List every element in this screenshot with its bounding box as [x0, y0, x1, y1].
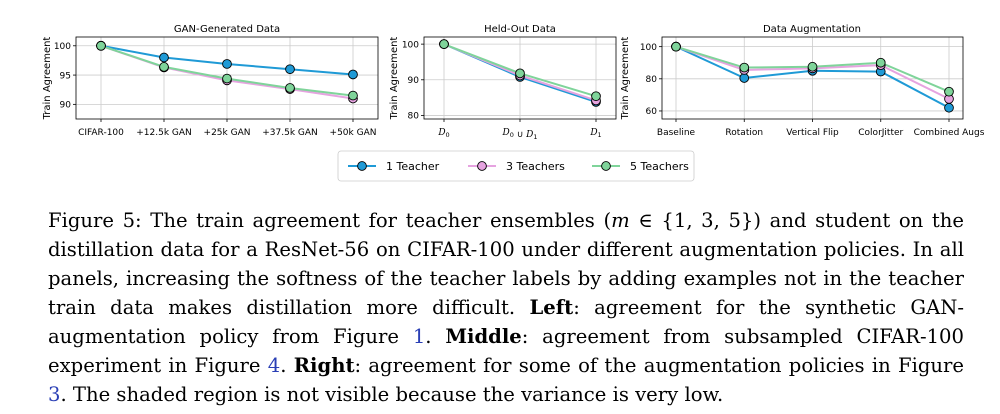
caption-left-end: . [425, 325, 446, 348]
data-point [159, 52, 169, 63]
data-point [96, 40, 106, 51]
caption-label: Figure 5: [48, 209, 142, 232]
data-point [944, 86, 954, 97]
x-tick-label: +12.5k GAN [136, 128, 192, 138]
data-point [222, 73, 232, 84]
legend: 1 Teacher 3 Teachers 5 Teachers [337, 150, 695, 182]
legend-marker [477, 161, 487, 171]
x-tick-label: +25k GAN [204, 128, 251, 138]
legend-marker [601, 161, 611, 171]
y-tick-label: 100 [640, 43, 657, 53]
x-tick-label: Rotation [725, 128, 763, 138]
data-point [348, 90, 358, 101]
x-tick-label: CIFAR-100 [78, 128, 124, 138]
caption-part2: ) and student on the distillation data f… [48, 209, 964, 319]
legend-label: 5 Teachers [630, 160, 689, 173]
x-tick-label: D0 [437, 128, 449, 139]
panel-title: GAN-Generated Data [174, 24, 280, 35]
x-tick-label: Baseline [657, 128, 696, 138]
y-tick-label: 100 [402, 40, 419, 50]
x-tick-label: Combined Augs [914, 128, 985, 138]
legend-box [337, 150, 695, 182]
caption-middle-text: : agreement from subsampled CIFAR-100 ex… [48, 325, 964, 377]
caption-math-var: m [611, 209, 630, 232]
data-point [439, 39, 449, 49]
caption-right-text: : agreement for some of the augmentation… [354, 354, 964, 377]
data-point [807, 61, 818, 72]
data-point [285, 83, 295, 93]
x-tick-label: Vertical Flip [786, 128, 839, 138]
figure-1-link[interactable]: 1 [412, 325, 426, 348]
x-tick-label: D1 [589, 128, 601, 139]
panel-3: 60 80 100 Baseline Rotation Vertical Flip Colo… [620, 24, 985, 138]
caption-right-end: . The shaded region is not visible becau… [60, 383, 724, 406]
x-tick-label: +37.5k GAN [262, 128, 318, 138]
caption-right-label: Right [293, 354, 355, 377]
panel-1: 90 95 100 CIFAR-100 +12.5k GAN +25k GAN +37.5k… [42, 24, 379, 138]
y-tick-label: 95 [60, 71, 71, 81]
y-tick-label: 80 [408, 112, 420, 122]
data-point [348, 69, 358, 80]
caption-left-label: Left [529, 296, 574, 319]
y-tick-label: 60 [646, 107, 658, 117]
caption-left-text: : agreement for the synthetic GAN-augmen… [48, 296, 964, 348]
panel-title: Held-Out Data [484, 24, 556, 35]
panel-title: Data Augmentation [763, 24, 861, 35]
data-point [285, 64, 295, 75]
data-point [875, 57, 886, 68]
caption-math-set: ∈ {1, 3, 5} [629, 209, 754, 232]
x-tick-label: D0 ∪ D1 [501, 128, 537, 141]
caption-middle-label: Middle [445, 325, 522, 348]
y-tick-label: 90 [408, 76, 420, 86]
y-axis-label: Train Agreement [620, 37, 631, 121]
figure-4-link[interactable]: 4 [267, 354, 281, 377]
figure-caption: Figure 5: The train agreement for teache… [48, 206, 964, 409]
data-point [159, 62, 169, 72]
figure-5: 90 95 100 CIFAR-100 +12.5k GAN +25k GAN +37.5k… [42, 24, 985, 182]
data-point [515, 68, 525, 79]
data-point [739, 73, 750, 83]
caption-middle-end: . [280, 354, 294, 377]
panel-2: 80 90 100 D0 D0 ∪ D1 D1 Held-Out Data Train Agr… [389, 24, 617, 141]
figure-3-link[interactable]: 3 [48, 383, 61, 406]
legend-label: 3 Teachers [506, 160, 565, 173]
x-tick-label: ColorJitter [858, 128, 903, 138]
y-tick-label: 80 [646, 75, 658, 85]
y-tick-label: 90 [60, 101, 72, 111]
data-point [944, 102, 954, 113]
data-point [222, 59, 232, 69]
data-point [739, 62, 750, 73]
data-point [591, 91, 601, 102]
data-point [671, 41, 681, 52]
y-axis-label: Train Agreement [389, 37, 400, 121]
legend-marker [357, 161, 367, 171]
y-axis-label: Train Agreement [42, 37, 53, 121]
x-tick-label: +50k GAN [330, 128, 377, 138]
legend-label: 1 Teacher [386, 160, 440, 173]
y-tick-label: 100 [54, 42, 71, 52]
caption-part1: The train agreement for teacher ensemble… [150, 209, 612, 232]
